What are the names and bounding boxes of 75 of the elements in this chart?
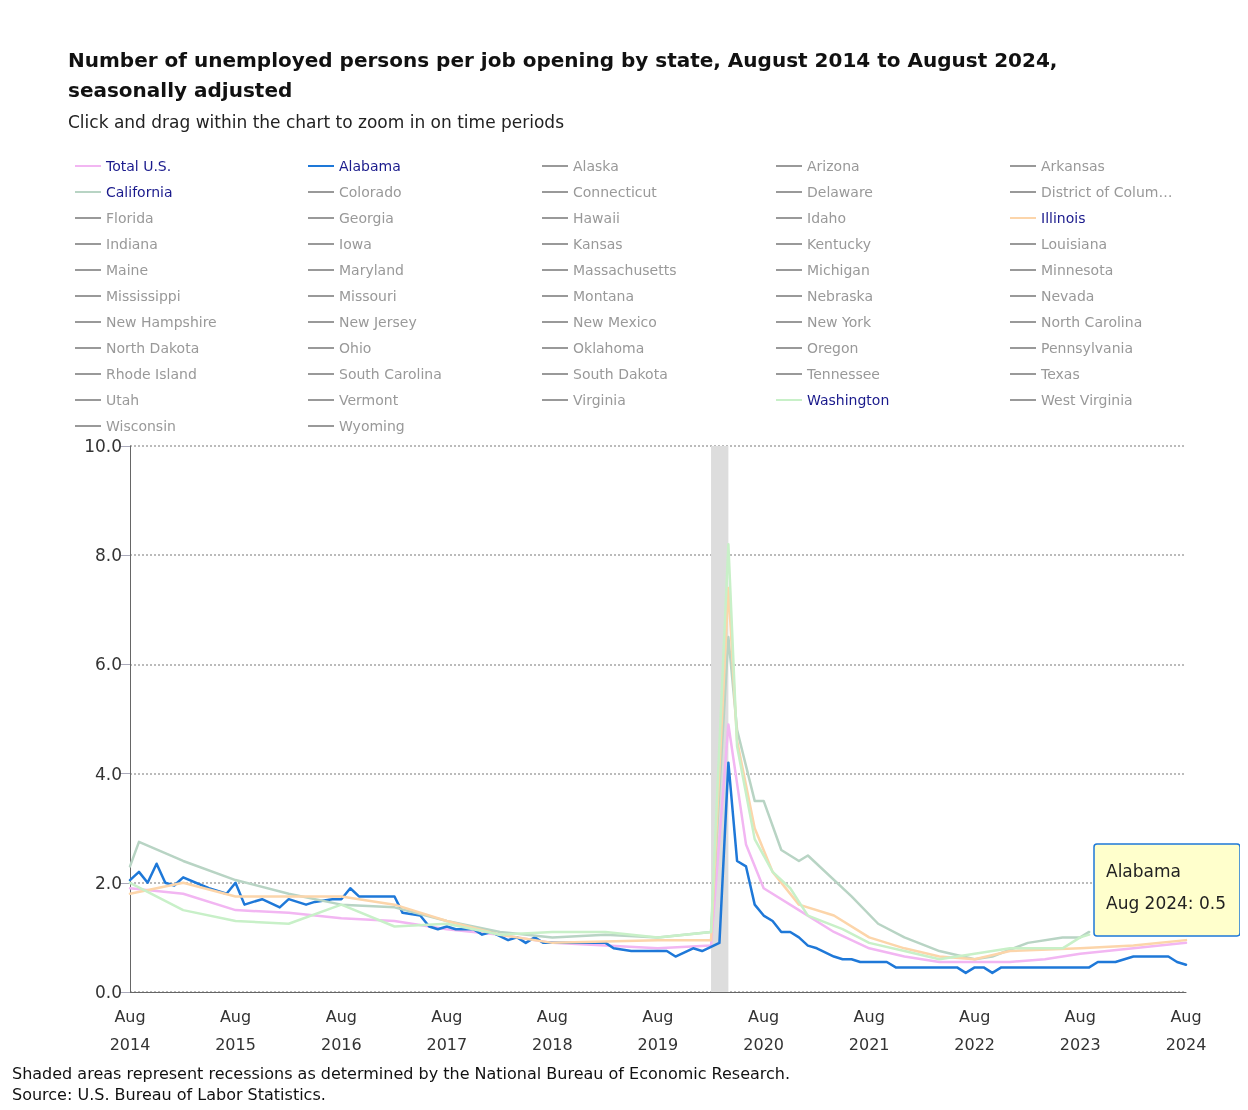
x-tick-label: Aug 2015 <box>215 1006 256 1054</box>
legend-label: Texas <box>1040 366 1080 382</box>
legend-label: New Mexico <box>573 314 657 330</box>
legend-label: Idaho <box>807 210 847 226</box>
legend-label: Arizona <box>807 158 860 174</box>
legend-label: Colorado <box>339 184 402 200</box>
chart-title: Number of unemployed persons per job opening by state, August 2014 to August 2024, seasonally adjusted <box>68 48 1065 102</box>
legend-label: Montana <box>573 288 635 304</box>
x-tick-label: Aug 2018 <box>531 1006 573 1054</box>
y-tick-label: 2.0 <box>94 872 122 893</box>
legend-label: California <box>106 184 173 200</box>
legend-label: South Dakota <box>573 366 668 382</box>
legend-label: Wisconsin <box>106 418 176 434</box>
source-note: Source: U.S. Bureau of Labor Statistics. <box>12 1084 326 1104</box>
legend-label: New Jersey <box>339 314 417 330</box>
legend-label: North Carolina <box>1041 314 1143 330</box>
x-tick-label: Aug 2016 <box>320 1006 362 1054</box>
legend-label: Alabama <box>339 158 401 174</box>
x-tick-label: Aug 2024 <box>1165 1006 1207 1054</box>
legend-label: Ohio <box>339 340 372 356</box>
legend-label: Florida <box>106 210 154 226</box>
legend-label: Nevada <box>1041 288 1095 304</box>
legend-label: Georgia <box>339 210 394 226</box>
x-tick-label: Aug 2017 <box>426 1006 468 1054</box>
legend-label: Utah <box>106 392 140 408</box>
legend-label: Nebraska <box>807 288 874 304</box>
x-tick-label: Aug 2022 <box>954 1006 996 1054</box>
y-tick-label: 10.0 <box>84 436 122 456</box>
legend-label: Illinois <box>1041 210 1086 226</box>
legend-label: Virginia <box>573 392 626 408</box>
legend-label: Arkansas <box>1041 158 1105 174</box>
legend-label: Louisiana <box>1041 236 1108 252</box>
legend-label: North Dakota <box>106 340 200 356</box>
legend-label: New Hampshire <box>106 314 217 330</box>
legend-label: Oregon <box>807 340 859 356</box>
legend-label: Indiana <box>106 236 158 252</box>
y-tick-label: 8.0 <box>94 545 122 566</box>
x-tick-label: Aug 2021 <box>848 1006 890 1054</box>
legend-label: Maine <box>106 262 149 278</box>
legend-label: Kentucky <box>807 236 871 252</box>
y-tick-label: 0.0 <box>94 982 122 1002</box>
x-tick-label: Aug 2019 <box>637 1006 679 1054</box>
annotation: Alabama Aug 2024: 0.5 <box>1106 860 1227 913</box>
legend-label: West Virginia <box>1041 392 1133 408</box>
legend-label: Pennsylvania <box>1041 340 1133 356</box>
legend-label: Michigan <box>807 262 870 278</box>
legend-label: Minnesota <box>1041 262 1114 278</box>
legend-label: Missouri <box>339 288 397 304</box>
y-tick-label: 4.0 <box>94 763 122 784</box>
x-tick-label: Aug 2020 <box>743 1006 785 1054</box>
legend-label: Alaska <box>573 158 619 174</box>
legend-label: Iowa <box>339 236 372 252</box>
legend-label: Mississippi <box>106 288 181 304</box>
legend-label: South Carolina <box>339 366 442 382</box>
legend-label: Vermont <box>339 392 399 408</box>
legend-label: Oklahoma <box>573 340 645 356</box>
legend-label: Tennessee <box>806 366 880 382</box>
line-series <box>128 543 1091 961</box>
legend-label: Hawaii <box>573 210 620 226</box>
x-tick-label: Aug 2014 <box>109 1006 151 1054</box>
legend-label: New York <box>807 314 872 330</box>
y-tick-label: 6.0 <box>94 654 122 675</box>
legend-label: District of Colum… <box>1041 184 1173 200</box>
chart-subtitle: Click and drag within the chart to zoom in on time periods <box>68 111 565 132</box>
legend-label: Kansas <box>573 236 623 252</box>
legend-label: Wyoming <box>339 418 405 434</box>
x-tick-label: Aug 2023 <box>1059 1006 1101 1054</box>
legend-label: Massachusetts <box>573 262 677 278</box>
legend-label: Rhode Island <box>106 366 197 382</box>
legend-label: Delaware <box>807 184 873 200</box>
legend-label: Connecticut <box>573 184 658 200</box>
legend-label: Maryland <box>339 262 404 278</box>
legend-label: Total U.S. <box>105 158 172 174</box>
legend-label: Washington <box>807 392 890 408</box>
text: Shaded areas represent recessions as determined by the National Bureau of Economic Research. <box>12 1063 791 1083</box>
